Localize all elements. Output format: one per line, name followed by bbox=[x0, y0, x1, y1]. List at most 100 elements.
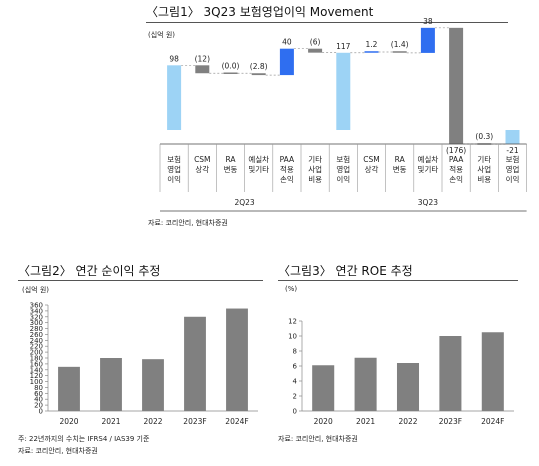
net-income-y-tick-label: 80 bbox=[34, 384, 43, 392]
waterfall-data-label: 98 bbox=[169, 54, 179, 63]
waterfall-bar bbox=[420, 27, 435, 53]
net-income-y-tick-label: 260 bbox=[30, 331, 43, 339]
waterfall-bar bbox=[308, 48, 323, 53]
fig3-title: 〈그림3〉 연간 ROE 추정 bbox=[278, 264, 413, 278]
waterfall-data-label: 40 bbox=[282, 38, 292, 47]
waterfall-category-label: CSM 상각 bbox=[194, 155, 210, 174]
waterfall-data-label: -21 bbox=[506, 146, 518, 155]
net-income-y-tick-label: 120 bbox=[30, 372, 43, 380]
net-income-x-tick-label: 2024F bbox=[225, 417, 248, 426]
waterfall-bar bbox=[505, 130, 520, 144]
waterfall-data-label: (6) bbox=[310, 38, 321, 47]
waterfall-bar bbox=[195, 65, 210, 74]
net-income-x-tick-label: 2021 bbox=[101, 417, 120, 426]
net-income-y-tick-label: 140 bbox=[30, 366, 43, 374]
net-income-y-tick-label: 300 bbox=[30, 319, 43, 327]
net-income-y-tick-label: 60 bbox=[34, 390, 43, 398]
roe-x-tick-label: 2023F bbox=[439, 417, 462, 426]
roe-bar-chart: 0 2 4 6 8 10 12 2020 2021 2022 2023F 2024F bbox=[288, 318, 514, 426]
waterfall-bar bbox=[364, 51, 379, 53]
waterfall-group-label: 2Q23 bbox=[234, 198, 254, 207]
waterfall-chart: (십억 원) 98 (12) (0.0) (2.8) 40 (6) 117 1.2 (1.4) 38… bbox=[148, 17, 527, 212]
roe-y-tick-label: 0 bbox=[293, 408, 297, 416]
waterfall-category-label: 보험 영업 이익 bbox=[506, 155, 520, 184]
net-income-y-tick-label: 40 bbox=[34, 396, 43, 404]
waterfall-category-label: PAA 적용 손익 bbox=[449, 155, 464, 184]
net-income-y-tick-label: 340 bbox=[30, 307, 43, 315]
waterfall-bar bbox=[392, 51, 407, 53]
roe-y-tick-label: 6 bbox=[293, 363, 298, 371]
fig2-title: 〈그림2〉 연간 순이익 추정 bbox=[18, 264, 161, 278]
waterfall-category-label: 기타 사업 비용 bbox=[477, 155, 491, 184]
fig3-unit: (%) bbox=[285, 285, 298, 293]
roe-bar bbox=[396, 363, 420, 411]
waterfall-data-label: (12) bbox=[195, 54, 210, 63]
fig2-source: 자료: 코리안리, 현대차증권 bbox=[18, 447, 98, 455]
fig3-title-rule bbox=[278, 280, 518, 281]
roe-bar bbox=[312, 365, 335, 411]
waterfall-unit-label: (십억 원) bbox=[148, 30, 175, 39]
roe-x-tick-label: 2020 bbox=[314, 417, 333, 426]
waterfall-bar bbox=[251, 73, 266, 76]
net-income-y-tick-label: 20 bbox=[34, 402, 43, 410]
net-income-y-tick-label: 100 bbox=[30, 378, 43, 386]
fig1-title-rule bbox=[146, 22, 508, 23]
waterfall-category-label: RA 변동 bbox=[393, 155, 407, 174]
waterfall-data-label: (176) bbox=[446, 146, 466, 155]
waterfall-data-label: (1.4) bbox=[391, 40, 409, 49]
waterfall-data-label: (2.8) bbox=[250, 62, 268, 71]
waterfall-group-label: 3Q23 bbox=[418, 198, 438, 207]
waterfall-data-label: (0.0) bbox=[222, 61, 240, 70]
waterfall-bar bbox=[449, 27, 464, 144]
net-income-y-tick-label: 240 bbox=[30, 337, 43, 345]
waterfall-category-label: 예실차 및기타 bbox=[418, 154, 439, 174]
waterfall-category-label: PAA 적용 손익 bbox=[280, 155, 295, 184]
fig1-title: 〈그림1〉 3Q23 보험영업이익 Movement bbox=[146, 5, 374, 19]
net-income-bar-chart: 0204060801001201401601802002202402602803… bbox=[30, 302, 258, 426]
net-income-y-tick-label: 200 bbox=[30, 349, 43, 357]
net-income-y-tick-label: 0 bbox=[39, 408, 43, 416]
fig1-source: 자료: 코리안리, 현대차증권 bbox=[148, 219, 228, 227]
net-income-bar bbox=[100, 358, 122, 411]
net-income-y-tick-label: 280 bbox=[30, 325, 43, 333]
roe-bar bbox=[481, 332, 504, 411]
waterfall-category-label: 보험 영업 이익 bbox=[167, 155, 181, 184]
roe-bar bbox=[354, 357, 377, 411]
waterfall-bar bbox=[223, 72, 238, 74]
fig2-note: 주: 22년까지의 수치는 IFRS4 / IAS39 기준 bbox=[18, 435, 150, 443]
roe-x-tick-label: 2022 bbox=[398, 417, 417, 426]
roe-y-tick-label: 2 bbox=[293, 393, 297, 401]
net-income-bar bbox=[142, 359, 164, 411]
waterfall-category-label: RA 변동 bbox=[224, 155, 238, 174]
net-income-x-tick-label: 2020 bbox=[59, 417, 78, 426]
net-income-bar bbox=[184, 316, 206, 411]
fig3-source: 자료: 코리안리, 현대차증권 bbox=[278, 435, 358, 443]
net-income-y-tick-label: 220 bbox=[30, 343, 43, 351]
waterfall-category-label: CSM 상각 bbox=[363, 155, 379, 174]
fig2-unit: (십억 원) bbox=[22, 286, 50, 294]
net-income-y-tick-label: 360 bbox=[30, 302, 43, 310]
waterfall-bar bbox=[279, 48, 294, 76]
net-income-y-tick-label: 320 bbox=[30, 313, 43, 321]
waterfall-category-label: 예실차 및기타 bbox=[248, 154, 269, 174]
roe-x-tick-label: 2024F bbox=[481, 417, 504, 426]
waterfall-category-label: 보험 영업 이익 bbox=[336, 155, 350, 184]
waterfall-bar bbox=[167, 65, 182, 130]
net-income-bar bbox=[58, 366, 80, 411]
waterfall-data-label: (0.3) bbox=[475, 132, 493, 141]
net-income-x-tick-label: 2023F bbox=[183, 417, 206, 426]
roe-x-tick-label: 2021 bbox=[356, 417, 375, 426]
net-income-bar bbox=[226, 308, 248, 411]
net-income-x-tick-label: 2022 bbox=[143, 417, 162, 426]
fig2-title-rule bbox=[18, 280, 263, 281]
roe-y-tick-label: 8 bbox=[293, 348, 297, 356]
roe-y-tick-label: 10 bbox=[288, 333, 297, 341]
net-income-y-tick-label: 180 bbox=[30, 355, 43, 363]
roe-bar bbox=[439, 336, 462, 411]
roe-y-tick-label: 12 bbox=[288, 318, 297, 326]
waterfall-data-label: 1.2 bbox=[366, 40, 378, 49]
waterfall-data-label: 38 bbox=[423, 17, 433, 26]
waterfall-data-label: 117 bbox=[336, 42, 351, 51]
waterfall-bar bbox=[336, 52, 351, 130]
roe-y-tick-label: 4 bbox=[293, 378, 298, 386]
